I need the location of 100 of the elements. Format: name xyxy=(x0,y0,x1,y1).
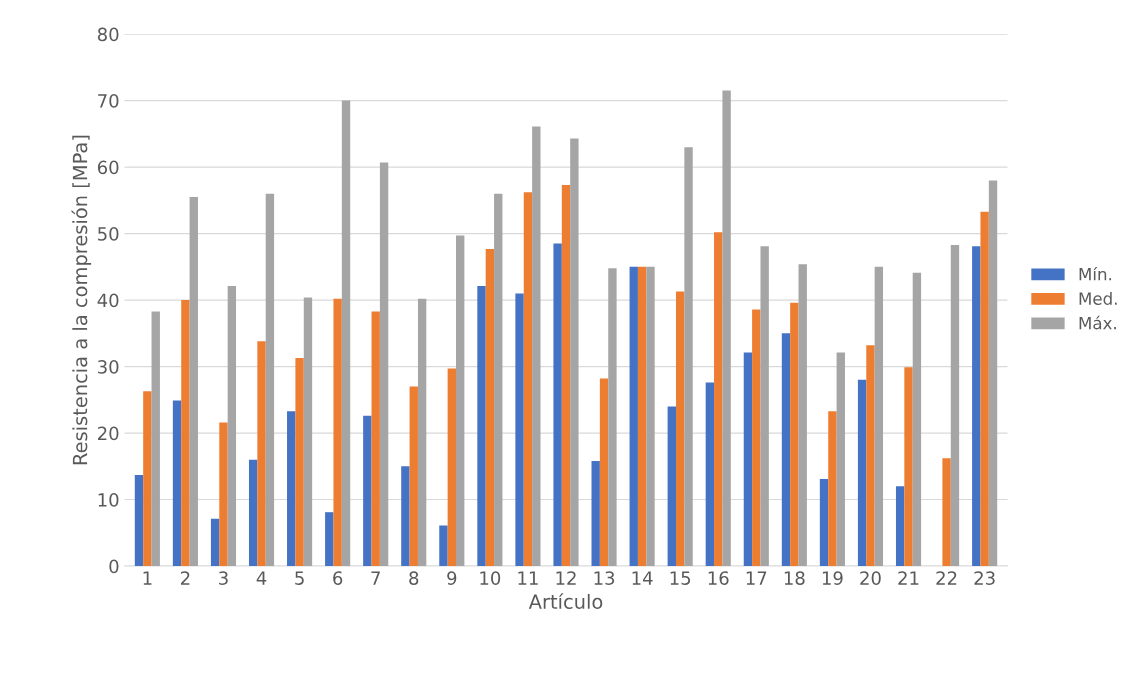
bar xyxy=(325,512,334,567)
x-tick-label: 12 xyxy=(556,571,576,585)
y-tick-label: 0 xyxy=(109,559,119,574)
bar xyxy=(456,235,465,567)
bar xyxy=(798,264,807,567)
bar xyxy=(781,333,791,567)
bar xyxy=(523,192,533,567)
bar xyxy=(942,458,951,567)
bar xyxy=(836,352,845,567)
x-tick-label: 15 xyxy=(670,571,691,585)
x-tick-label: 16 xyxy=(708,571,729,585)
bar xyxy=(532,126,541,567)
bar xyxy=(333,298,342,567)
bar xyxy=(210,518,220,567)
bar xyxy=(722,90,731,567)
x-tick-label: 20 xyxy=(860,571,881,585)
bar xyxy=(570,138,579,567)
bar xyxy=(895,486,905,567)
bar xyxy=(667,406,676,567)
bar xyxy=(143,391,152,567)
y-tick-label: 50 xyxy=(98,227,119,241)
bar xyxy=(553,243,562,567)
bar xyxy=(257,341,266,567)
bar xyxy=(515,293,524,567)
bar xyxy=(714,232,723,567)
bar xyxy=(439,525,448,567)
x-tick-label: 4 xyxy=(256,571,267,585)
bar xyxy=(675,291,685,567)
x-tick-label: 9 xyxy=(447,571,457,585)
bar xyxy=(371,311,380,567)
bar xyxy=(363,415,372,567)
bar xyxy=(341,100,351,567)
bar xyxy=(790,302,799,567)
bar xyxy=(417,298,427,567)
bar xyxy=(494,193,503,567)
bar xyxy=(447,368,457,567)
x-tick-label: 17 xyxy=(746,571,767,585)
x-tick-label: 22 xyxy=(936,571,957,585)
x-tick-label: 5 xyxy=(295,571,304,585)
x-tick-label: 3 xyxy=(219,571,228,585)
bar xyxy=(637,266,647,567)
bar xyxy=(646,266,655,567)
bar xyxy=(599,378,609,567)
x-tick-label: 1 xyxy=(143,571,152,585)
legend-label: Máx. xyxy=(1079,315,1116,330)
bar xyxy=(874,266,884,567)
bar xyxy=(866,345,875,567)
bar xyxy=(485,248,495,567)
x-tick-label: 8 xyxy=(409,571,419,585)
x-tick-label: 23 xyxy=(974,571,995,585)
y-tick-label: 60 xyxy=(97,160,119,175)
y-tick-label: 30 xyxy=(98,360,119,374)
y-tick-label: 10 xyxy=(98,493,119,507)
bar xyxy=(857,379,867,567)
bar xyxy=(379,162,389,567)
bar xyxy=(752,309,761,567)
bar xyxy=(684,147,693,567)
bar xyxy=(561,185,571,567)
bar xyxy=(950,244,960,567)
x-tick-label: 6 xyxy=(333,571,343,585)
bar xyxy=(219,422,228,567)
legend-label: Mín. xyxy=(1079,266,1112,281)
x-tick-label: 19 xyxy=(822,571,843,585)
bar xyxy=(743,352,753,567)
bar xyxy=(181,300,190,567)
bar xyxy=(980,211,989,567)
bar xyxy=(303,297,313,567)
bar xyxy=(629,266,638,567)
bar xyxy=(401,466,410,567)
x-tick-label: 2 xyxy=(180,571,190,585)
bar xyxy=(248,459,258,567)
bar xyxy=(591,461,600,567)
bar xyxy=(608,268,617,567)
bar xyxy=(172,400,182,567)
bar xyxy=(189,197,198,567)
x-tick-label: 10 xyxy=(480,571,501,585)
x-tick-label: 21 xyxy=(898,571,919,585)
y-tick-label: 70 xyxy=(98,94,119,108)
bar xyxy=(151,311,160,567)
bar xyxy=(287,411,296,567)
bar xyxy=(227,286,237,567)
bar xyxy=(819,478,829,567)
bar xyxy=(828,411,837,567)
y-tick-label: 20 xyxy=(98,426,119,441)
x-tick-label: 18 xyxy=(784,571,805,585)
y-axis-title: Resistencia a la compresión [MPa] xyxy=(71,135,92,465)
bar xyxy=(477,286,486,567)
x-tick-label: 14 xyxy=(632,571,653,585)
bar xyxy=(409,386,418,567)
bar xyxy=(972,246,981,567)
x-tick-label: 7 xyxy=(371,571,380,585)
bar xyxy=(265,193,275,567)
bar xyxy=(134,474,144,567)
bar xyxy=(295,357,304,567)
bar xyxy=(988,180,998,567)
bar xyxy=(760,246,769,567)
legend-label: Med. xyxy=(1079,292,1117,305)
x-tick-label: 13 xyxy=(594,571,615,585)
y-tick-label: 40 xyxy=(97,293,119,308)
bar xyxy=(904,367,913,567)
